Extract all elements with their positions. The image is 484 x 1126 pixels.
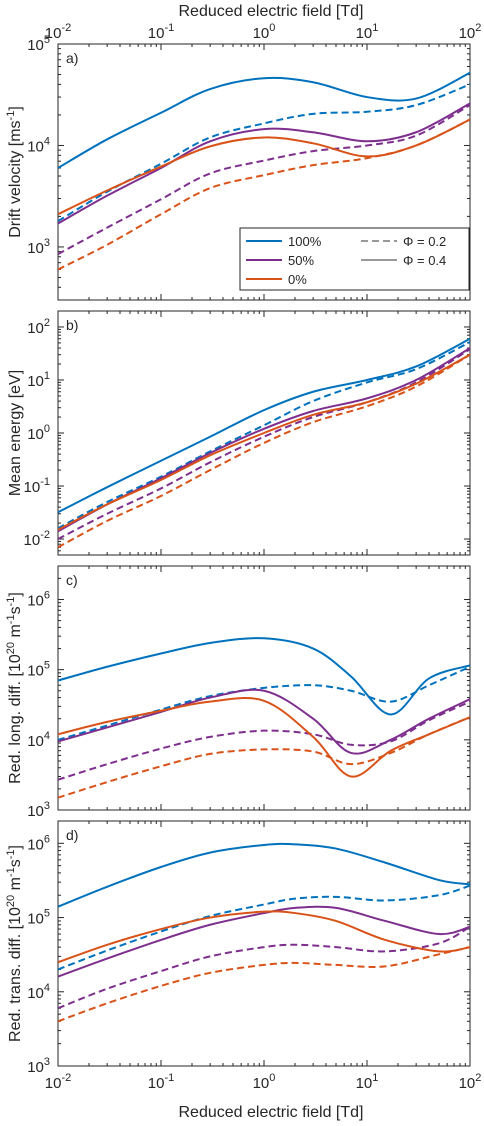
plot-frame bbox=[57, 820, 471, 1067]
x-tick-label: 100 bbox=[253, 1072, 276, 1092]
x-tick-label: 102 bbox=[459, 1072, 482, 1092]
x-tick-label: 100 bbox=[253, 22, 276, 42]
series-line-0pct-phi-0.2 bbox=[58, 716, 470, 799]
series-line-50pct-phi-0.4 bbox=[58, 688, 470, 755]
series-line-0pct-phi-0.2 bbox=[58, 353, 470, 549]
series-line-0pct-phi-0.4 bbox=[58, 910, 470, 964]
legend-item: 50% bbox=[246, 253, 314, 268]
x-tick-label: 10-1 bbox=[148, 1072, 174, 1092]
legend-label: Φ = 0.2 bbox=[403, 234, 446, 249]
y-tick-label: 100 bbox=[27, 423, 50, 443]
y-axis-label: Red. long. diff. [1020 m-1s-1] bbox=[5, 592, 24, 784]
x-tick-label: 102 bbox=[459, 22, 482, 42]
y-tick-label: 10-2 bbox=[24, 529, 50, 549]
series-group bbox=[58, 71, 470, 271]
series-line-100pct-phi-0.4 bbox=[58, 337, 470, 514]
series-line-0pct-phi-0.2 bbox=[58, 946, 470, 1023]
y-tick-label: 106 bbox=[27, 589, 50, 609]
series-line-100pct-phi-0.2 bbox=[58, 665, 470, 741]
x-tick-label: 101 bbox=[356, 1072, 379, 1092]
series-line-50pct-phi-0.2 bbox=[58, 700, 470, 781]
x-tick-label: 10-1 bbox=[148, 22, 174, 42]
legend-item: 0% bbox=[246, 272, 307, 287]
x-tick-label: 101 bbox=[356, 22, 379, 42]
series-line-100pct-phi-0.2 bbox=[58, 884, 470, 971]
y-tick-label: 103 bbox=[27, 1056, 50, 1076]
legend-item: Φ = 0.2 bbox=[361, 234, 446, 249]
y-tick-label: 103 bbox=[27, 800, 50, 820]
panel-c: 103 104 105 106 c) Red. long. diff. [1020 m-1… bbox=[5, 565, 471, 820]
panel-b: 10-2 10-1 100 101 102 b) Mean energy [eV] bbox=[7, 310, 471, 556]
y-axis-label: Drift velocity [ms-1] bbox=[5, 106, 24, 238]
legend-label: 100% bbox=[288, 234, 322, 249]
panel-tag: d) bbox=[66, 827, 78, 843]
series-line-100pct-phi-0.4 bbox=[58, 842, 470, 908]
legend-item: Φ = 0.4 bbox=[361, 253, 446, 268]
legend-label: 0% bbox=[288, 272, 307, 287]
series-line-50pct-phi-0.2 bbox=[58, 348, 470, 540]
series-line-50pct-phi-0.4 bbox=[58, 347, 470, 533]
series-line-100pct-phi-0.2 bbox=[58, 83, 470, 222]
legend-item: 100% bbox=[246, 234, 322, 249]
series-group bbox=[58, 637, 470, 799]
series-line-50pct-phi-0.2 bbox=[58, 104, 470, 255]
y-tick-label: 101 bbox=[27, 370, 50, 390]
y-tick-label: 104 bbox=[27, 730, 50, 750]
panel-tag: c) bbox=[66, 572, 78, 588]
series-line-50pct-phi-0.4 bbox=[58, 905, 470, 978]
panel-tag: b) bbox=[66, 317, 78, 333]
x-tick-label: 10-2 bbox=[45, 22, 71, 42]
top-x-axis-label: Reduced electric field [Td] bbox=[179, 3, 364, 20]
panel-tag: a) bbox=[66, 50, 78, 66]
y-axis-label: Red. trans. diff. [1020 m-1s-1] bbox=[5, 845, 24, 1042]
y-tick-label: 102 bbox=[27, 317, 50, 337]
series-line-0pct-phi-0.4 bbox=[58, 353, 470, 531]
x-tick-label: 10-2 bbox=[45, 1072, 71, 1092]
series-line-0pct-phi-0.2 bbox=[58, 118, 470, 271]
legend-label: Φ = 0.4 bbox=[403, 253, 446, 268]
y-tick-label: 104 bbox=[27, 135, 50, 155]
y-tick-label: 10-1 bbox=[24, 476, 50, 496]
legend-label: 50% bbox=[288, 253, 314, 268]
panel-d: 103 104 105 106 10-2 10-1 100 101 102 d) Red. tran… bbox=[5, 820, 482, 1092]
y-tick-label: 103 bbox=[27, 237, 50, 257]
y-tick-label: 105 bbox=[27, 660, 50, 680]
series-line-0pct-phi-0.4 bbox=[58, 697, 470, 778]
bottom-x-axis-label: Reduced electric field [Td] bbox=[179, 1104, 364, 1121]
series-line-100pct-phi-0.4 bbox=[58, 637, 470, 716]
series-line-100pct-phi-0.2 bbox=[58, 341, 470, 530]
series-line-50pct-phi-0.2 bbox=[58, 925, 470, 1010]
series-line-100pct-phi-0.4 bbox=[58, 71, 470, 169]
y-axis-label: Mean energy [eV] bbox=[7, 370, 24, 496]
y-tick-label: 106 bbox=[27, 833, 50, 853]
y-tick-label: 104 bbox=[27, 982, 50, 1002]
series-line-50pct-phi-0.4 bbox=[58, 102, 470, 225]
y-tick-label: 105 bbox=[27, 34, 50, 54]
series-group bbox=[58, 842, 470, 1023]
legend: 100% 50% 0% Φ = 0.2 Φ = 0.4 bbox=[239, 227, 470, 291]
series-group bbox=[58, 337, 470, 549]
y-tick-label: 105 bbox=[27, 908, 50, 928]
